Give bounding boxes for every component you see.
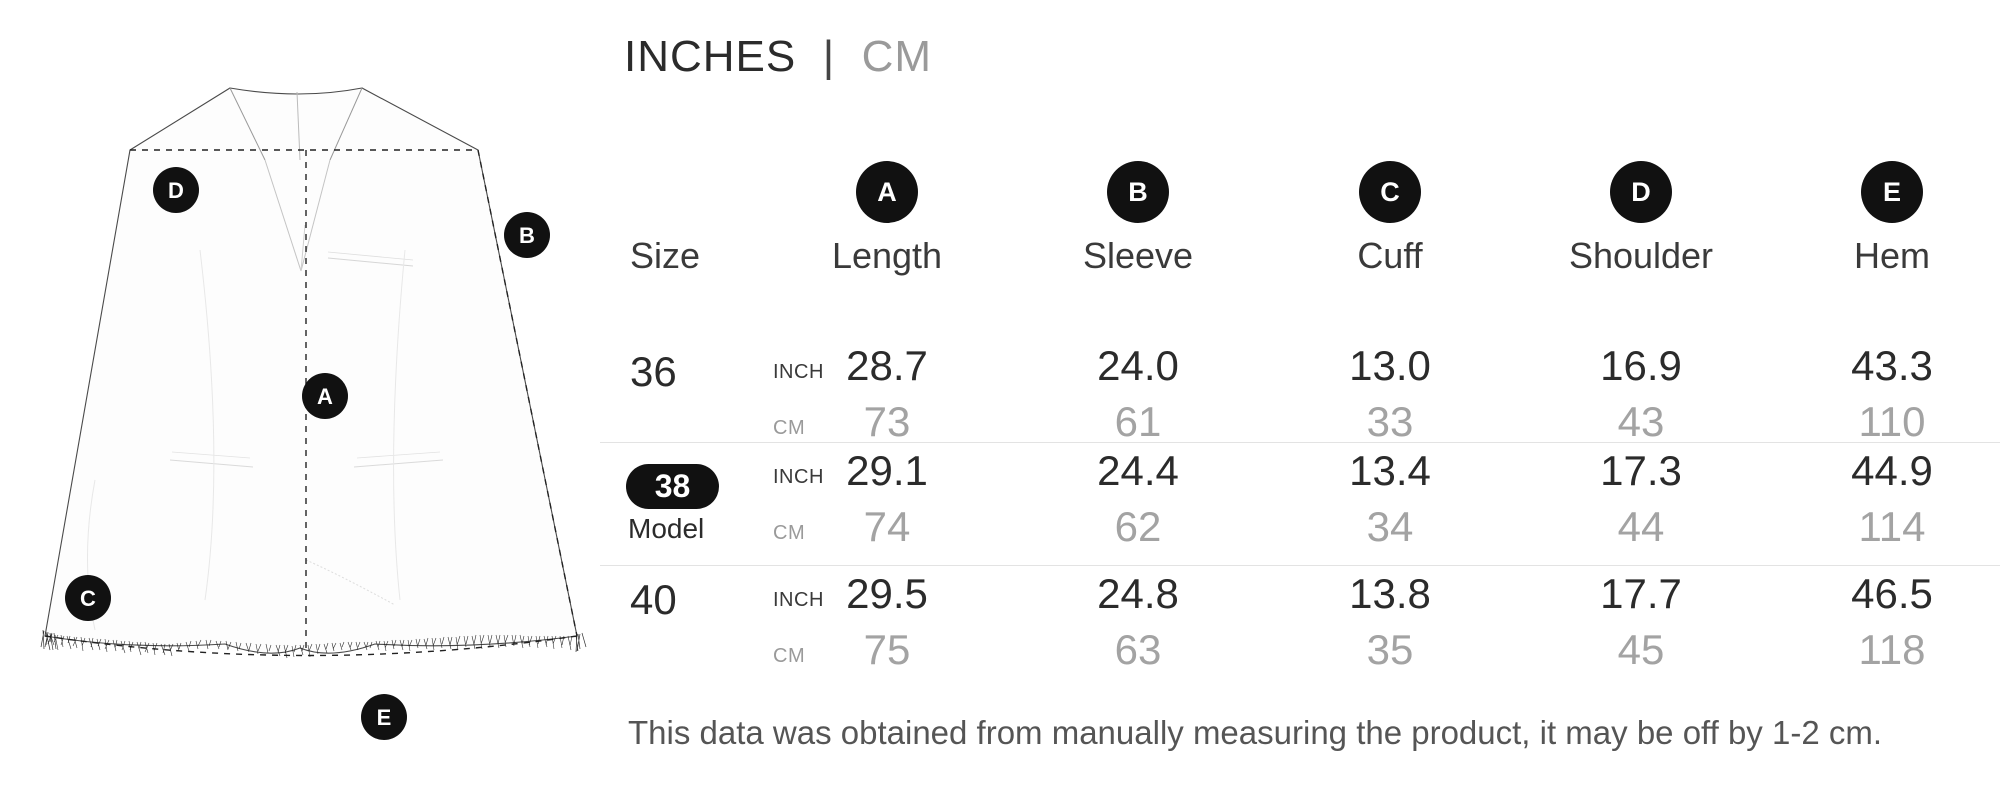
svg-text:A: A — [317, 384, 333, 409]
svg-text:Size: Size — [630, 235, 700, 276]
svg-text:Cuff: Cuff — [1357, 235, 1423, 276]
svg-text:E: E — [377, 705, 392, 730]
svg-text:Length: Length — [832, 235, 942, 276]
svg-text:D: D — [1631, 177, 1651, 207]
svg-text:Sleeve: Sleeve — [1083, 235, 1193, 276]
svg-text:A: A — [877, 177, 897, 207]
svg-text:C: C — [80, 586, 96, 611]
svg-text:D: D — [168, 178, 184, 203]
svg-text:E: E — [1883, 177, 1901, 207]
svg-text:Shoulder: Shoulder — [1569, 235, 1713, 276]
svg-text:C: C — [1380, 177, 1400, 207]
svg-text:B: B — [519, 223, 535, 248]
svg-text:Hem: Hem — [1854, 235, 1930, 276]
svg-text:B: B — [1128, 177, 1148, 207]
